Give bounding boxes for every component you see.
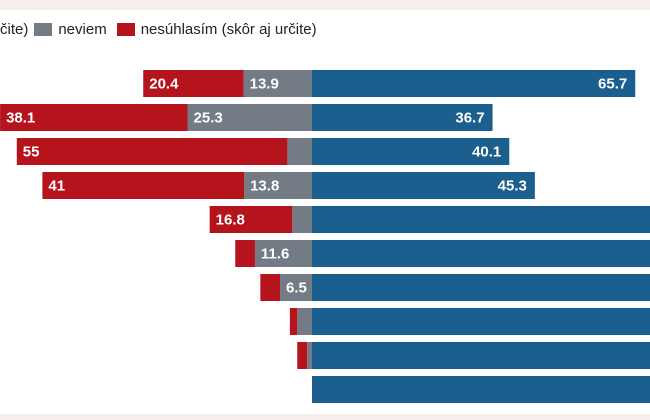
top-band	[0, 0, 650, 10]
label-disagree-2: 55	[23, 144, 40, 161]
label-disagree-4: 16.8	[216, 212, 245, 229]
label-neutral-5: 11.6	[261, 246, 289, 263]
bar-neutral-0	[243, 70, 312, 97]
bar-disagree-0	[143, 70, 244, 97]
bar-disagree-1	[0, 104, 188, 131]
label-disagree-1: 38.1	[6, 110, 35, 127]
bar-agree-8	[312, 342, 650, 369]
label-agree-0: 65.7	[598, 76, 627, 93]
label-agree-2: 40.1	[472, 144, 501, 161]
bar-disagree-4	[209, 206, 293, 233]
bar-agree-3	[312, 172, 535, 199]
bar-agree-9	[312, 376, 650, 403]
bar-agree-2	[312, 138, 510, 165]
chart-legend: čite) neviem nesúhlasím (skôr aj určite)	[0, 14, 327, 44]
label-neutral-3: 13.8	[250, 178, 279, 195]
bar-neutral-7	[297, 308, 312, 335]
bar-disagree-6	[260, 274, 281, 301]
legend-item-disagree: nesúhlasím (skôr aj určite)	[116, 20, 317, 38]
bar-neutral-4	[292, 206, 312, 233]
label-neutral-1: 25.3	[194, 110, 223, 127]
bar-disagree-3	[42, 172, 245, 199]
label-disagree-3: 41	[48, 178, 65, 195]
legend-label-neutral: neviem	[58, 20, 107, 38]
bar-neutral-3	[244, 172, 312, 199]
bar-disagree-2	[16, 138, 288, 165]
bar-agree-5	[312, 240, 650, 267]
bar-disagree-5	[235, 240, 255, 267]
bar-agree-6	[312, 274, 650, 301]
bar-agree-1	[312, 104, 493, 131]
bar-neutral-1	[187, 104, 312, 131]
legend-item-neutral: neviem	[34, 20, 107, 38]
bar-neutral-2	[287, 138, 312, 165]
bar-agree-7	[312, 308, 650, 335]
bar-neutral-5	[254, 240, 312, 267]
bar-disagree-7	[289, 308, 298, 335]
legend-swatch-disagree	[116, 22, 135, 36]
bar-agree-4	[312, 206, 650, 233]
legend-label-agree: čite)	[0, 20, 29, 38]
legend-swatch-neutral	[34, 22, 53, 36]
label-agree-3: 45.3	[498, 178, 527, 195]
legend-label-disagree: nesúhlasím (skôr aj určite)	[140, 20, 317, 38]
bar-agree-0	[312, 70, 636, 97]
label-neutral-6: 6.5	[286, 280, 307, 297]
legend-item-agree: čite)	[0, 21, 28, 38]
label-agree-1: 36.7	[455, 110, 484, 127]
label-neutral-0: 13.9	[250, 76, 279, 93]
bar-disagree-8	[297, 342, 308, 369]
bottom-band	[0, 414, 650, 420]
bar-neutral-6	[280, 274, 312, 301]
bar-neutral-8	[307, 342, 312, 369]
label-disagree-0: 20.4	[149, 76, 179, 93]
